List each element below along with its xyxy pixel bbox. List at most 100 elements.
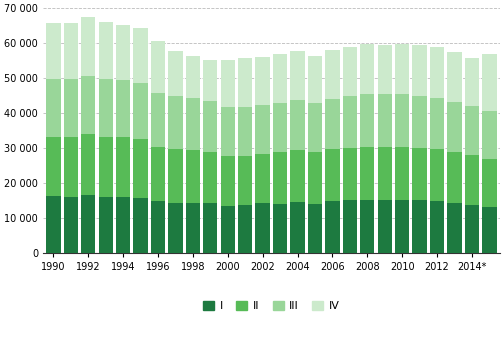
Bar — [325, 50, 340, 99]
Bar — [203, 101, 218, 152]
Bar — [430, 149, 444, 201]
Bar — [465, 155, 479, 205]
Bar — [343, 46, 357, 96]
Bar — [448, 152, 462, 203]
Bar — [448, 203, 462, 253]
Bar — [256, 203, 270, 253]
Bar — [325, 149, 340, 201]
Bar — [308, 56, 322, 103]
Bar — [64, 23, 78, 79]
Bar — [430, 98, 444, 149]
Bar — [238, 107, 253, 156]
Bar — [290, 150, 305, 202]
Bar — [465, 58, 479, 106]
Bar — [377, 146, 392, 200]
Bar — [290, 202, 305, 253]
Bar — [256, 105, 270, 154]
Bar — [99, 196, 113, 253]
Bar — [465, 106, 479, 155]
Bar — [482, 159, 496, 206]
Bar — [482, 53, 496, 111]
Bar — [395, 94, 409, 147]
Bar — [256, 154, 270, 203]
Bar — [395, 44, 409, 94]
Bar — [99, 137, 113, 196]
Bar — [221, 108, 235, 156]
Bar — [238, 59, 253, 107]
Bar — [343, 96, 357, 148]
Bar — [64, 137, 78, 196]
Bar — [46, 196, 60, 253]
Bar — [273, 102, 287, 152]
Bar — [46, 23, 60, 79]
Bar — [377, 200, 392, 253]
Bar — [134, 83, 148, 139]
Bar — [308, 204, 322, 253]
Bar — [221, 206, 235, 253]
Bar — [64, 79, 78, 137]
Bar — [412, 200, 427, 253]
Bar — [343, 148, 357, 200]
Bar — [151, 41, 165, 93]
Bar — [448, 102, 462, 152]
Bar — [273, 54, 287, 102]
Bar — [203, 60, 218, 101]
Bar — [99, 79, 113, 137]
Bar — [290, 51, 305, 100]
Legend: I, II, III, IV: I, II, III, IV — [199, 296, 344, 316]
Bar — [168, 51, 182, 96]
Bar — [116, 197, 130, 253]
Bar — [273, 204, 287, 253]
Bar — [168, 203, 182, 253]
Bar — [238, 156, 253, 205]
Bar — [412, 148, 427, 200]
Bar — [482, 111, 496, 159]
Bar — [360, 200, 374, 253]
Bar — [81, 17, 95, 76]
Bar — [116, 80, 130, 137]
Bar — [46, 79, 60, 137]
Bar — [186, 150, 200, 203]
Bar — [360, 146, 374, 200]
Bar — [81, 134, 95, 195]
Bar — [238, 205, 253, 253]
Bar — [203, 203, 218, 253]
Bar — [377, 94, 392, 146]
Bar — [151, 146, 165, 201]
Bar — [116, 25, 130, 80]
Bar — [81, 195, 95, 253]
Bar — [395, 147, 409, 200]
Bar — [412, 45, 427, 96]
Bar — [325, 99, 340, 149]
Bar — [151, 93, 165, 146]
Bar — [151, 201, 165, 253]
Bar — [412, 96, 427, 148]
Bar — [99, 23, 113, 79]
Bar — [203, 152, 218, 203]
Bar — [168, 149, 182, 203]
Bar — [134, 28, 148, 83]
Bar — [377, 45, 392, 94]
Bar — [221, 60, 235, 108]
Bar — [134, 197, 148, 253]
Bar — [116, 137, 130, 197]
Bar — [186, 98, 200, 150]
Bar — [221, 156, 235, 206]
Bar — [273, 152, 287, 204]
Bar — [360, 94, 374, 146]
Bar — [325, 201, 340, 253]
Bar — [343, 200, 357, 253]
Bar — [186, 203, 200, 253]
Bar — [448, 52, 462, 102]
Bar — [482, 206, 496, 253]
Bar — [465, 205, 479, 253]
Bar — [134, 139, 148, 197]
Bar — [290, 100, 305, 150]
Bar — [430, 201, 444, 253]
Bar — [168, 96, 182, 149]
Bar — [64, 196, 78, 253]
Bar — [308, 152, 322, 204]
Bar — [186, 56, 200, 98]
Bar — [256, 57, 270, 105]
Bar — [430, 47, 444, 98]
